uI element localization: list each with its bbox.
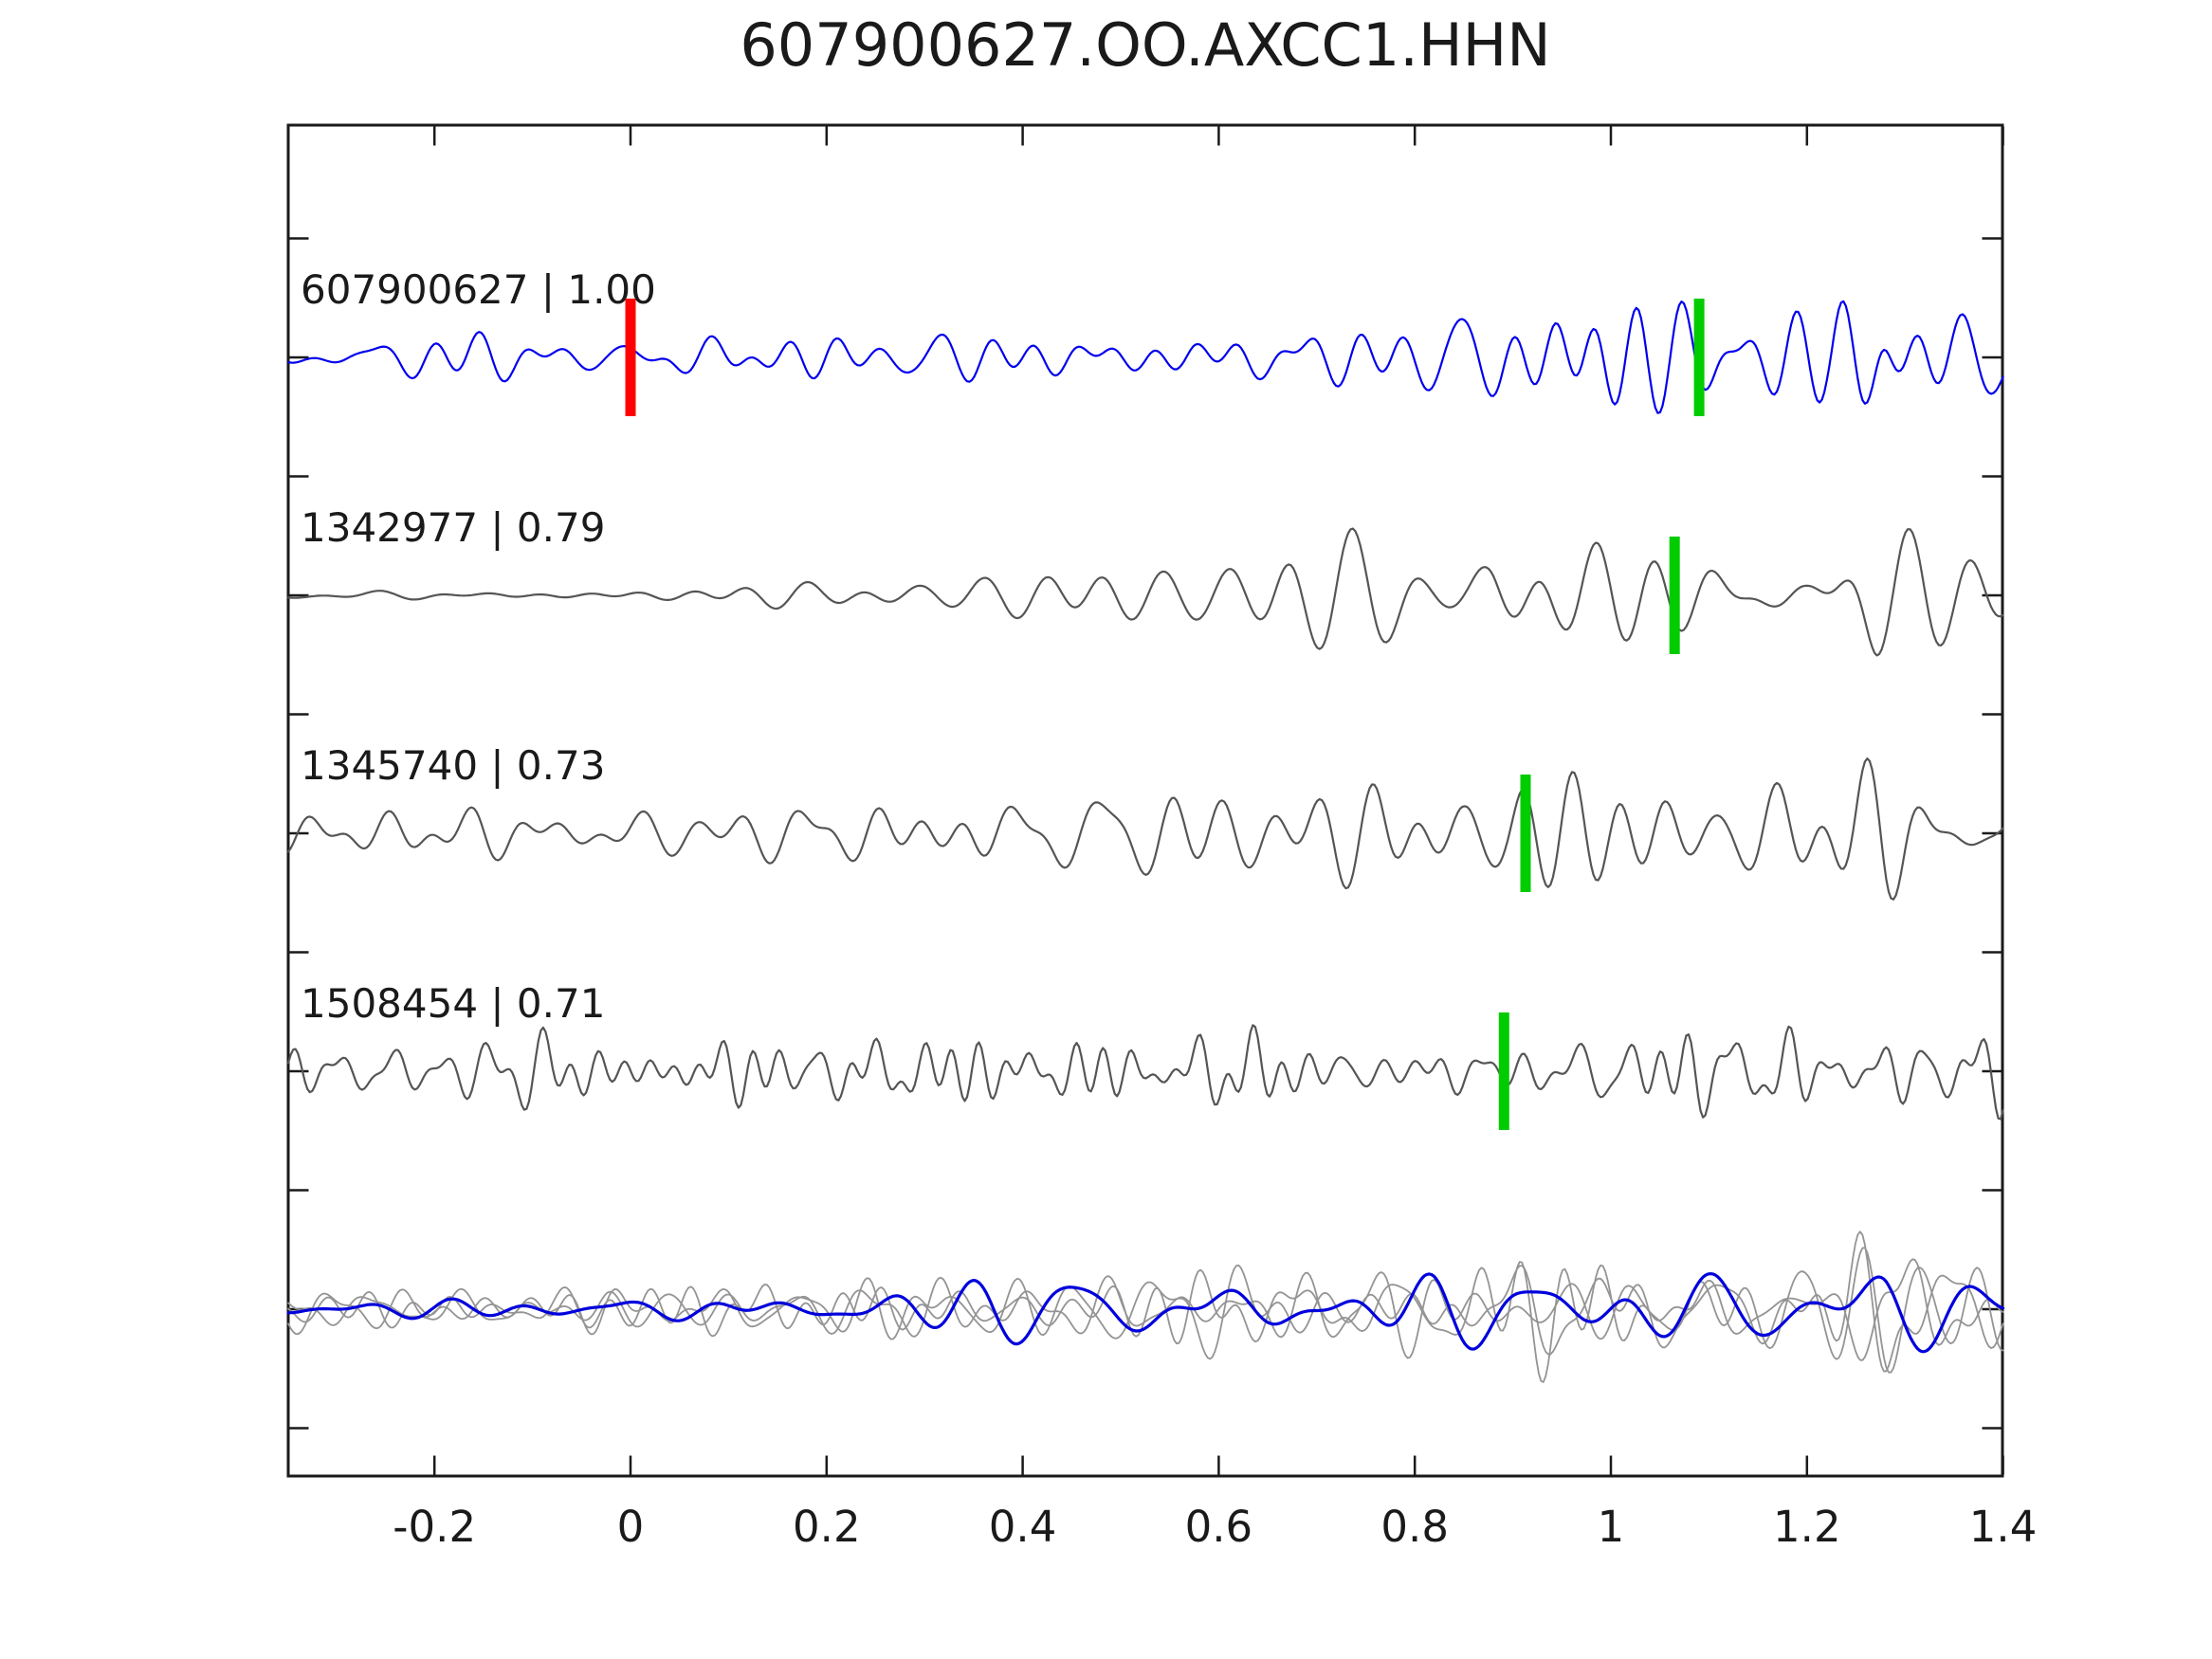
overlay-overlay-gray-2 — [287, 1231, 2004, 1373]
trace-label-1342977: 1342977 | 0.79 — [301, 504, 606, 551]
x-tick-label: 1 — [1597, 1502, 1625, 1552]
x-tick-label: 1.4 — [1968, 1502, 2038, 1552]
waveform-trace-1508454 — [287, 1024, 2004, 1121]
x-tick-label: 0 — [616, 1502, 645, 1552]
x-tick-label: 0.6 — [1184, 1502, 1253, 1552]
trace-label-607900627: 607900627 | 1.00 — [301, 266, 656, 313]
waveform-trace-1342977 — [287, 527, 2004, 657]
x-tick-label: 0.2 — [793, 1502, 861, 1552]
overlay-overlay-blue — [286, 1272, 2005, 1354]
x-tick-label: -0.2 — [393, 1502, 477, 1552]
x-tick-label: 1.2 — [1773, 1502, 1841, 1552]
x-tick-label: 0.8 — [1380, 1502, 1449, 1552]
x-tick-label: 0.4 — [988, 1502, 1057, 1552]
plot-frame — [286, 123, 2004, 1478]
waveform-trace-1345740 — [287, 757, 2004, 901]
waveform-trace-607900627 — [287, 300, 2004, 414]
figure-title: 607900627.OO.AXCC1.HHN — [740, 10, 1551, 80]
trace-label-1345740: 1345740 | 0.73 — [301, 742, 606, 789]
trace-label-1508454: 1508454 | 0.71 — [301, 980, 606, 1027]
